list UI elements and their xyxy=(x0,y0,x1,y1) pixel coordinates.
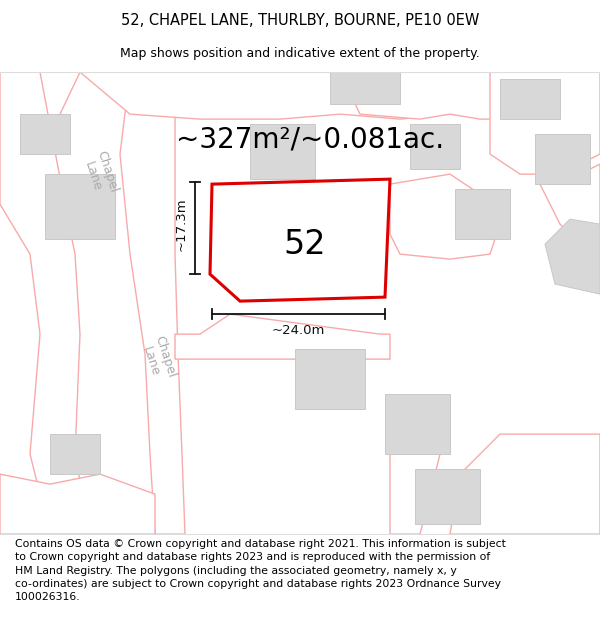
Polygon shape xyxy=(295,349,365,409)
Polygon shape xyxy=(50,434,100,474)
Polygon shape xyxy=(385,394,450,454)
Polygon shape xyxy=(535,134,590,184)
Polygon shape xyxy=(490,72,600,174)
Polygon shape xyxy=(210,179,390,301)
Polygon shape xyxy=(330,72,400,104)
Text: Map shows position and indicative extent of the property.: Map shows position and indicative extent… xyxy=(120,48,480,61)
Polygon shape xyxy=(340,72,600,119)
Polygon shape xyxy=(175,314,390,359)
Polygon shape xyxy=(450,434,600,534)
Polygon shape xyxy=(0,72,10,104)
Polygon shape xyxy=(0,474,155,534)
Text: 52, CHAPEL LANE, THURLBY, BOURNE, PE10 0EW: 52, CHAPEL LANE, THURLBY, BOURNE, PE10 0… xyxy=(121,12,479,28)
Polygon shape xyxy=(120,72,185,534)
Text: Contains OS data © Crown copyright and database right 2021. This information is : Contains OS data © Crown copyright and d… xyxy=(15,539,506,602)
Text: Chapel
Lane: Chapel Lane xyxy=(138,334,178,384)
Polygon shape xyxy=(0,72,600,119)
Text: ~327m²/~0.081ac.: ~327m²/~0.081ac. xyxy=(176,125,444,153)
Polygon shape xyxy=(390,414,440,534)
Polygon shape xyxy=(500,79,560,119)
Polygon shape xyxy=(20,114,70,154)
Text: ~24.0m: ~24.0m xyxy=(272,324,325,337)
Polygon shape xyxy=(540,164,600,244)
Polygon shape xyxy=(455,189,510,239)
Text: ~17.3m: ~17.3m xyxy=(175,198,187,251)
Polygon shape xyxy=(45,174,115,239)
Polygon shape xyxy=(0,72,90,534)
Polygon shape xyxy=(410,124,460,169)
Polygon shape xyxy=(545,219,600,294)
Polygon shape xyxy=(415,469,480,524)
Polygon shape xyxy=(390,174,500,259)
Polygon shape xyxy=(0,72,80,154)
Text: Chapel
Lane: Chapel Lane xyxy=(80,149,120,199)
Polygon shape xyxy=(255,214,330,264)
Polygon shape xyxy=(250,124,315,179)
Text: 52: 52 xyxy=(284,228,326,261)
